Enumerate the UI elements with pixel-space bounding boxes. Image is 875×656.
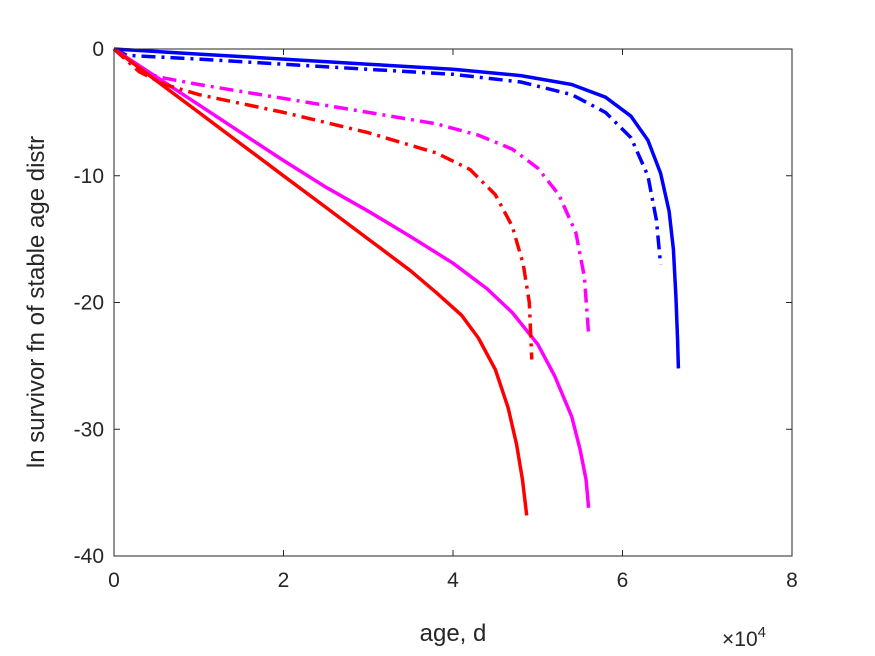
x-tick-label: 8: [786, 569, 798, 592]
y-tick-label: -30: [74, 418, 104, 441]
y-tick-label: 0: [92, 38, 104, 61]
x-exponent-label: ×104: [722, 624, 766, 651]
series-line-1: [113, 47, 681, 369]
x-tick-label: 6: [617, 569, 629, 592]
x-tick-label: 0: [108, 569, 120, 592]
y-axis-label: ln survivor fn of stable age distr: [23, 136, 50, 468]
series-line-3: [113, 47, 591, 508]
y-tick-label: -10: [74, 165, 104, 188]
x-exponent-base: ×10: [722, 628, 758, 651]
series-layer: [112, 47, 681, 516]
x-axis-label: age, d: [420, 620, 487, 647]
series-line-2: [113, 47, 663, 265]
series-line-4: [112, 47, 591, 335]
y-tick-label: -20: [74, 292, 104, 315]
x-tick-label: 4: [447, 569, 459, 592]
x-tick-label: 2: [278, 569, 290, 592]
series-line-6: [112, 47, 534, 360]
ticks-layer: 0 2 4 6 8 0 -10 -20 -30 -40: [74, 38, 798, 592]
x-exponent-power: 4: [758, 624, 766, 641]
series-line-5: [112, 47, 529, 516]
y-tick-label: -40: [74, 545, 104, 568]
